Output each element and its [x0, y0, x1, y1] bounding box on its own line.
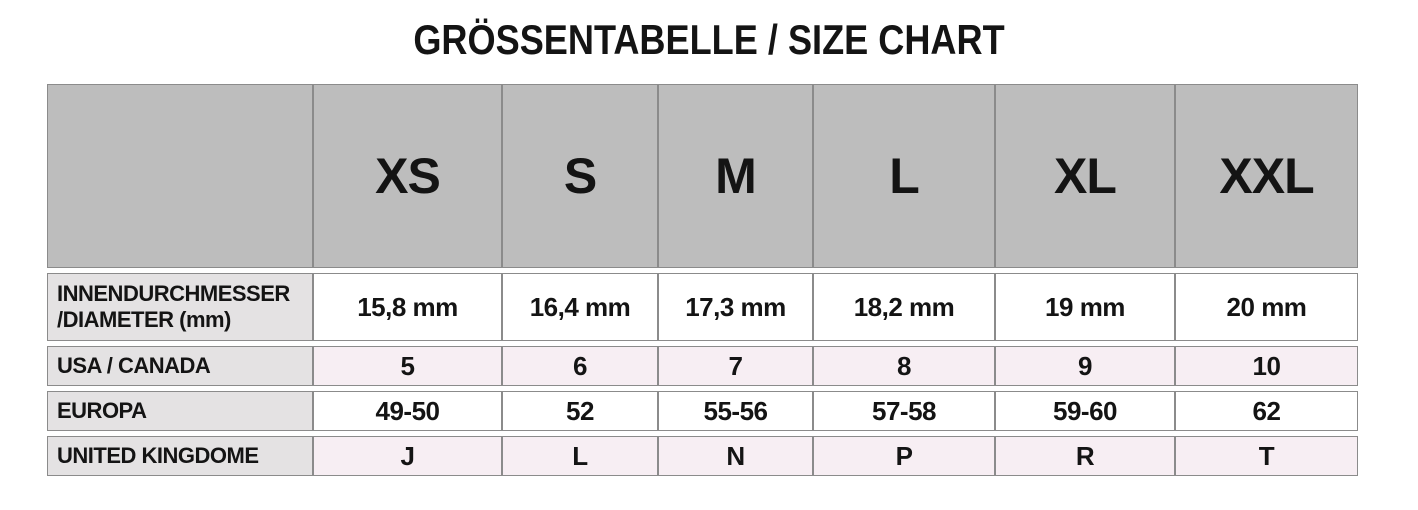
table-cell: J [313, 436, 502, 476]
table-cell: 5 [313, 346, 502, 386]
row-label-usa-canada: USA / CANADA [47, 346, 313, 386]
table-cell: 49-50 [313, 391, 502, 431]
table-cell: 16,4 mm [502, 273, 658, 341]
table-cell: 7 [658, 346, 813, 386]
table-cell: 8 [813, 346, 995, 386]
table-cell: 20 mm [1175, 273, 1358, 341]
table-row-europa: EUROPA 49-50 52 55-56 57-58 59-60 62 [47, 391, 1358, 431]
table-cell: 9 [995, 346, 1175, 386]
table-cell: T [1175, 436, 1358, 476]
table-cell: 18,2 mm [813, 273, 995, 341]
header-row: XS S M L XL XXL [47, 84, 1358, 268]
size-header-l: L [813, 84, 995, 268]
size-header-s: S [502, 84, 658, 268]
table-cell: N [658, 436, 813, 476]
table-cell: 10 [1175, 346, 1358, 386]
table-cell: 52 [502, 391, 658, 431]
table-cell: 62 [1175, 391, 1358, 431]
size-chart-table: XS S M L XL XXL INNENDURCHMESSER /DIAMET… [47, 79, 1358, 481]
table-row-diameter: INNENDURCHMESSER /DIAMETER (mm) 15,8 mm … [47, 273, 1358, 341]
table-cell: R [995, 436, 1175, 476]
table-cell: L [502, 436, 658, 476]
row-label-diameter: INNENDURCHMESSER /DIAMETER (mm) [47, 273, 313, 341]
table-cell: 55-56 [658, 391, 813, 431]
corner-cell [47, 84, 313, 268]
table-cell: P [813, 436, 995, 476]
table-cell: 6 [502, 346, 658, 386]
table-row-united-kingdome: UNITED KINGDOME J L N P R T [47, 436, 1358, 476]
table-cell: 17,3 mm [658, 273, 813, 341]
size-header-m: M [658, 84, 813, 268]
table-cell: 57-58 [813, 391, 995, 431]
row-label-europa: EUROPA [47, 391, 313, 431]
row-label-united-kingdome: UNITED KINGDOME [47, 436, 313, 476]
page-title: GRÖSSENTABELLE / SIZE CHART [413, 16, 1005, 63]
size-header-xl: XL [995, 84, 1175, 268]
table-cell: 15,8 mm [313, 273, 502, 341]
size-header-xxl: XXL [1175, 84, 1358, 268]
table-cell: 59-60 [995, 391, 1175, 431]
table-row-usa-canada: USA / CANADA 5 6 7 8 9 10 [47, 346, 1358, 386]
size-header-xs: XS [313, 84, 502, 268]
table-cell: 19 mm [995, 273, 1175, 341]
